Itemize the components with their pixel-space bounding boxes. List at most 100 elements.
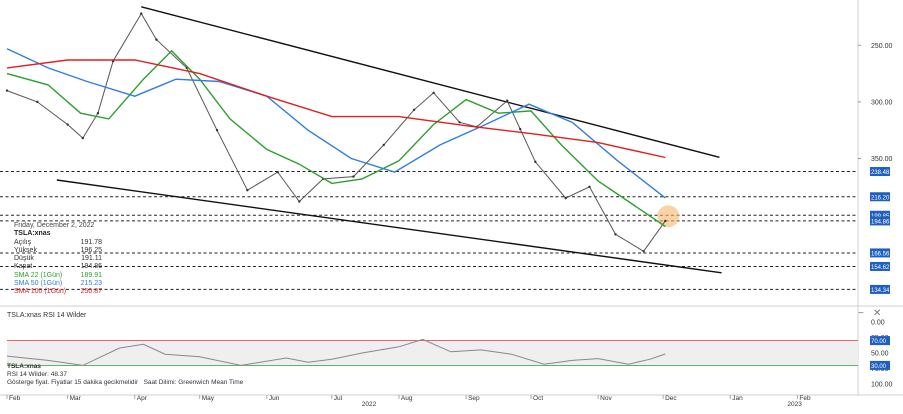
year-label: 2022 (362, 401, 377, 408)
info-row-label: SMA 50 (1Gün) (14, 280, 63, 288)
price-level-badge (870, 216, 890, 226)
price-level-label: 216.20 (871, 195, 890, 201)
sma100-line (6, 59, 666, 159)
info-symbol: TSLA:xnas (14, 230, 51, 238)
delay-note: Gösterge fiyat. Fiyatlar 15 dakika gecik… (7, 379, 139, 386)
timezone-note: Saat Dilimi: Greenwich Mean Time (143, 379, 244, 386)
sma22-line (6, 49, 666, 228)
trend-channel-line (141, 6, 720, 159)
price-level-label: 154.62 (871, 265, 890, 271)
month-label: Mar (70, 395, 82, 402)
month-label: Feb (799, 395, 811, 402)
price-level-badge (870, 284, 890, 294)
rsi-value: RSI 14 Wilder: 48.37 (7, 371, 67, 378)
info-date: Friday, December 2, 2022 (14, 222, 95, 229)
rsi-level-label: 70.00 (871, 339, 887, 345)
rsi-tick-label: 100.00 (871, 382, 893, 389)
rsi-band (7, 340, 858, 366)
price-point (81, 136, 84, 140)
price-point (518, 127, 522, 131)
info-row: Yüksek 196.25 (14, 247, 102, 255)
trend-channel-line (56, 179, 722, 274)
price-point (276, 170, 279, 174)
price-point (506, 99, 509, 102)
price-point (215, 128, 219, 132)
info-row-label: SMA 100 (1Gün) (14, 288, 67, 296)
highlight-marker (657, 205, 680, 228)
rsi-symbol: TSLA:xnas (7, 363, 41, 370)
price-point (96, 112, 100, 115)
price-tick-label: 300.00 (871, 99, 893, 106)
rsi-tick-label: 0.00 (871, 320, 885, 327)
info-row: Düşük 191.11 (14, 255, 102, 263)
info-row-label: SMA 22 (1Gün) (14, 271, 63, 279)
info-row-value: 196.25 (80, 246, 102, 254)
price-point (432, 91, 435, 95)
sma50-line (6, 48, 666, 199)
price-tick-label: 250.00 (871, 43, 893, 50)
month-label: May (202, 395, 215, 402)
info-row: SMA 22 (1Gün) 189.91 (14, 272, 102, 280)
price-point (564, 196, 567, 200)
rsi-line (6, 338, 666, 366)
rsi-tick-label: 50.00 (871, 351, 889, 358)
month-label: Jun (269, 395, 280, 402)
info-row: SMA 100 (1Gün) 250.87 (14, 288, 102, 296)
price-level-badge (870, 167, 890, 177)
month-label: Dec (665, 395, 677, 402)
price-point (588, 185, 591, 188)
price-point (246, 188, 249, 192)
month-label: Jan (732, 395, 743, 402)
info-row-label: Kapat (14, 263, 33, 271)
price-level-badge (870, 248, 890, 258)
price-point (382, 143, 385, 147)
info-row-value: 191.11 (81, 255, 102, 263)
price-level-badge (870, 210, 890, 220)
rsi-panel-title: TSLA:xnas RSI 14 Wilder (7, 312, 87, 319)
price-point (66, 123, 69, 126)
info-row-value: 189.91 (80, 271, 102, 279)
price-level-label: 134.34 (871, 288, 890, 294)
month-label: Nov (600, 395, 612, 402)
price-point (614, 233, 617, 236)
rsi-level-badge (870, 360, 890, 370)
month-label: Feb (9, 395, 21, 402)
info-row-value: 191.78 (80, 238, 102, 246)
price-tick-label: 350.00 (871, 156, 893, 163)
disclaimer-line: Gösterge fiyat. Fiyatlar 15 dakika gecik… (7, 379, 243, 387)
info-row-value: 215.23 (80, 280, 102, 288)
info-row-label: Açılış (14, 238, 32, 246)
ohlc-info-box: Friday, December 2, 2022 TSLA:xnas Açılı… (14, 222, 102, 297)
price-point (352, 175, 355, 178)
price-point (664, 219, 667, 223)
price-point (458, 121, 461, 124)
price-level-label: 238.48 (871, 170, 890, 176)
info-rows: Açılış 191.78 Yüksek 196.25 Düşük 191.11 Kapat… (14, 239, 102, 297)
info-row: Kapat 194.86 (14, 263, 102, 271)
month-label: Apr (137, 395, 148, 402)
info-row-label: Yüksek (14, 246, 37, 254)
price-point (140, 12, 143, 15)
year-label: 2023 (787, 401, 802, 408)
rsi-info-box: TSLA:xnas RSI 14 Wilder: 48.37 Gösterge … (7, 363, 243, 387)
price-point (298, 200, 301, 203)
price-level-label: 166.56 (871, 251, 890, 257)
month-label: Oct (533, 395, 543, 402)
rsi-level-label: 30.00 (871, 364, 887, 370)
price-point (36, 100, 39, 104)
rsi-level-badge (870, 336, 890, 346)
close-panel-button[interactable]: ✕ (873, 308, 882, 319)
info-row-label: Düşük (14, 255, 34, 263)
price-point (5, 89, 9, 92)
info-row: SMA 50 (1Gün) 215.23 (14, 280, 102, 288)
info-row-value: 194.86 (80, 263, 102, 271)
month-label: Jul (334, 395, 343, 402)
month-label: Aug (401, 395, 413, 402)
price-point (534, 160, 537, 164)
price-point (642, 250, 645, 253)
price-level-badge (870, 261, 890, 271)
info-row: Açılış 191.78 (14, 239, 102, 247)
minimize-panel-button[interactable]: − (858, 308, 864, 319)
